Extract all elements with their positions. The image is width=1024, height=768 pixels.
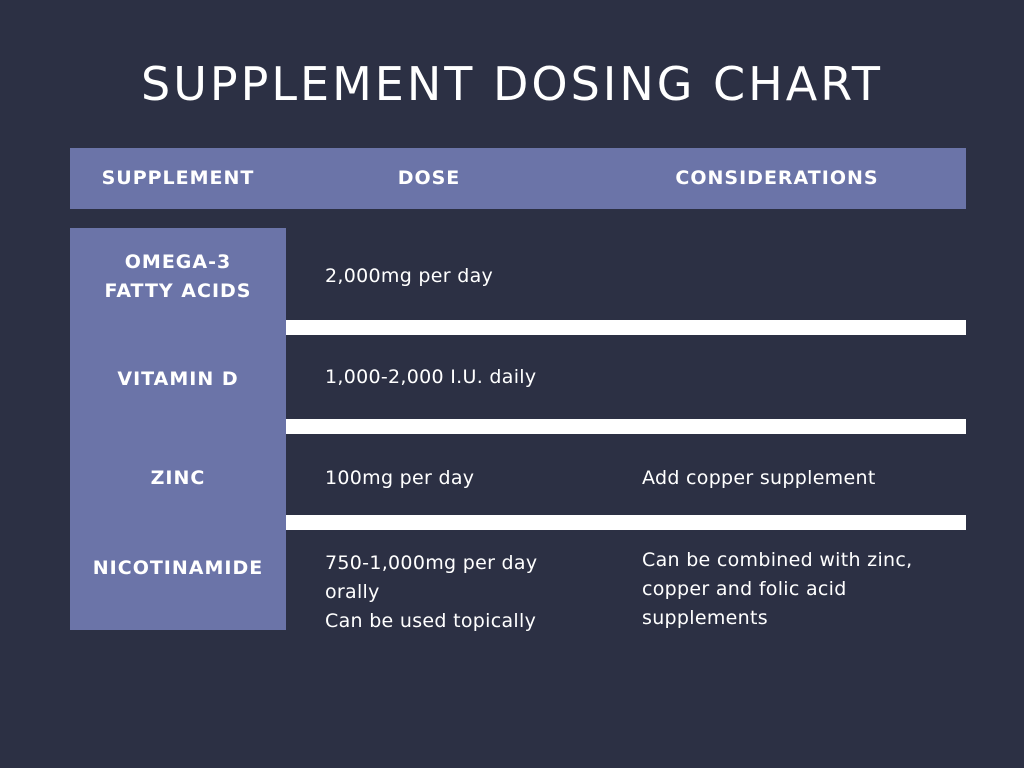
header-considerations: CONSIDERATIONS <box>675 167 879 189</box>
dose-line: 2,000mg per day <box>325 265 494 287</box>
supplement-name-line: OMEGA-3 <box>124 251 232 273</box>
supplement-name-zinc: ZINC <box>70 464 286 493</box>
dose-line: 100mg per day <box>325 467 475 489</box>
header-supplement: SUPPLEMENT <box>101 167 255 189</box>
table-header: SUPPLEMENT DOSE CONSIDERATIONS <box>70 148 966 209</box>
supplement-name-line: VITAMIN D <box>117 368 239 390</box>
dose-cell: 750-1,000mg per day orally Can be used t… <box>325 549 615 636</box>
dose-line: 750-1,000mg per day <box>325 552 538 574</box>
considerations-cell: Can be combined with zinc, copper and fo… <box>642 546 962 633</box>
dose-line: Can be used topically <box>325 610 537 632</box>
row-divider <box>286 515 966 530</box>
considerations-line: copper and folic acid <box>642 578 847 600</box>
supplement-name-omega-3: OMEGA-3 FATTY ACIDS <box>70 248 286 306</box>
supplement-column: OMEGA-3 FATTY ACIDS VITAMIN D ZINC NICOT… <box>70 228 286 630</box>
supplement-name-nicotinamide: NICOTINAMIDE <box>70 554 286 583</box>
header-dose: DOSE <box>397 167 461 189</box>
supplement-name-line: FATTY ACIDS <box>104 280 252 302</box>
supplement-name-line: ZINC <box>150 467 206 489</box>
considerations-cell: Add copper supplement <box>642 464 962 493</box>
supplement-name-line: NICOTINAMIDE <box>92 557 264 579</box>
dose-line: 1,000-2,000 I.U. daily <box>325 366 537 388</box>
considerations-line: Can be combined with zinc, <box>642 549 913 571</box>
dose-line: orally <box>325 581 380 603</box>
considerations-line: Add copper supplement <box>642 467 876 489</box>
row-divider <box>286 419 966 434</box>
dose-cell: 100mg per day <box>325 464 615 493</box>
dose-cell: 2,000mg per day <box>325 262 615 291</box>
page-title: SUPPLEMENT DOSING CHART <box>141 57 883 111</box>
dose-cell: 1,000-2,000 I.U. daily <box>325 363 615 392</box>
supplement-name-vitamin-d: VITAMIN D <box>70 365 286 394</box>
considerations-line: supplements <box>642 607 768 629</box>
row-divider <box>286 320 966 335</box>
